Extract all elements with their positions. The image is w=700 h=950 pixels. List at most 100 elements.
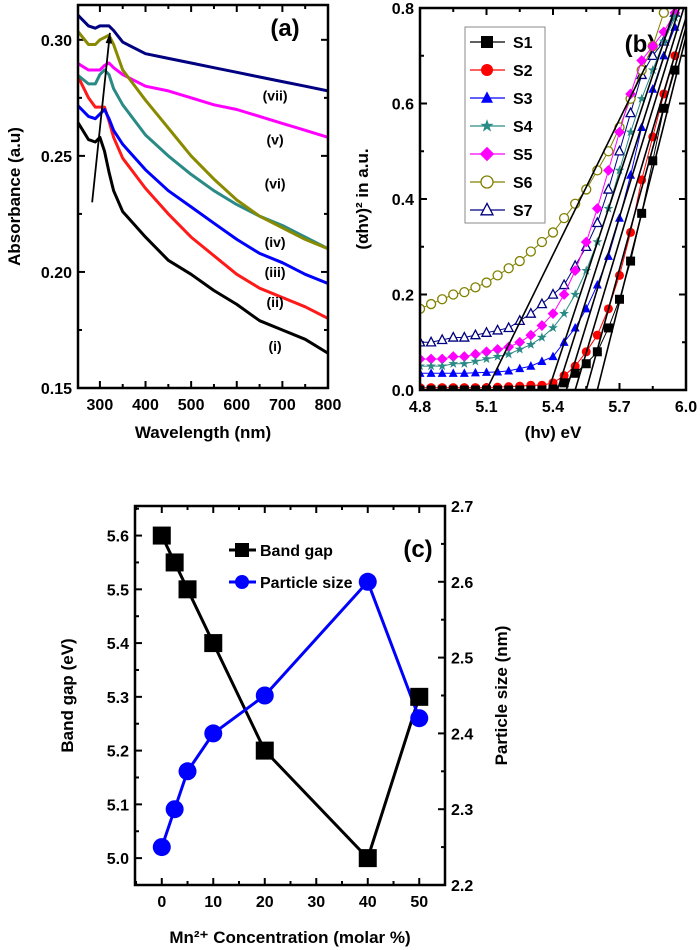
plot-frame <box>133 504 447 887</box>
fit-line <box>485 64 647 390</box>
y2-axis-label: Particle size (nm) <box>492 626 511 766</box>
data-point-S4 <box>459 358 470 368</box>
y-tick-label: 5.0 <box>107 851 129 868</box>
series-line-6 <box>78 29 328 251</box>
arrow-line <box>91 32 111 203</box>
data-point-S6 <box>459 286 470 298</box>
x-tick-label: 300 <box>87 397 114 414</box>
data-point-S6 <box>658 8 669 18</box>
data-point-band-gap <box>178 580 197 599</box>
data-point-S1 <box>459 385 469 390</box>
data-point-S3 <box>482 367 491 376</box>
y-tick-label: 0.4 <box>392 192 414 209</box>
data-point-S7 <box>613 144 626 156</box>
series-line-particle-size <box>160 578 421 848</box>
data-point-S7 <box>558 278 570 290</box>
legend: S1 S2 S3 S4 S5 S6 S7 <box>464 26 546 224</box>
data-point-S4 <box>625 127 636 137</box>
data-point-S4 <box>548 322 558 333</box>
data-point-S4 <box>614 165 625 175</box>
x-tick-label: 5.1 <box>475 399 497 416</box>
x-tick-label: 5.4 <box>542 399 564 416</box>
legend-label: Particle size <box>260 575 353 592</box>
data-point-S5 <box>492 344 503 355</box>
data-point-S5 <box>536 320 548 331</box>
fit-line <box>585 26 686 390</box>
y-tick-label: 0.2 <box>392 288 414 305</box>
data-point-S6 <box>547 227 559 238</box>
data-point-S7 <box>458 331 470 342</box>
data-point-S5 <box>569 265 581 277</box>
data-point-particle-size <box>204 724 223 743</box>
data-point-S4 <box>503 349 514 359</box>
data-point-band-gap <box>358 849 377 868</box>
data-point-S7 <box>503 321 515 333</box>
data-point-S1 <box>570 368 580 378</box>
data-point-S5 <box>425 353 437 365</box>
data-point-S5 <box>447 351 459 362</box>
legend-marker-S7 <box>479 202 495 216</box>
y-tick-label: 0.15 <box>41 381 72 398</box>
data-point-S1 <box>559 378 569 388</box>
data-point-S4 <box>636 93 647 103</box>
data-point-S1 <box>537 385 547 390</box>
data-point-band-gap <box>204 634 223 653</box>
legend-marker-S2 <box>481 64 493 76</box>
series-line-1 <box>78 120 328 355</box>
data-point-S6 <box>448 289 459 300</box>
data-point-S7 <box>647 49 659 60</box>
series-line-S7 <box>420 12 676 343</box>
series-line-3 <box>78 103 328 285</box>
data-point-S3 <box>459 368 469 377</box>
y2-tick-label: 2.4 <box>451 726 473 743</box>
plot-frame <box>76 3 330 390</box>
data-point-S3 <box>515 363 525 373</box>
legend-marker-S4 <box>480 119 494 132</box>
data-point-S1 <box>581 359 591 369</box>
series-label: (vi) <box>265 176 286 192</box>
y-tick-label: 0.8 <box>392 1 414 18</box>
x-tick-label: 700 <box>269 397 296 414</box>
series-label: (vii) <box>263 88 288 104</box>
data-point-S7 <box>591 216 603 228</box>
data-point-S4 <box>470 356 481 366</box>
x-axis-label: (hν) eV <box>525 423 582 442</box>
legend-label: S7 <box>513 203 533 220</box>
data-point-S3 <box>448 368 458 377</box>
legend-label: S5 <box>513 147 533 164</box>
x-tick-label: 5.7 <box>608 399 630 416</box>
panel-label: (c) <box>403 536 432 563</box>
y2-tick-label: 2.6 <box>451 575 473 592</box>
data-point-S7 <box>425 335 437 347</box>
series-line-2 <box>78 73 328 320</box>
data-point-S1 <box>448 385 458 390</box>
data-point-S1 <box>515 385 525 390</box>
data-point-S3 <box>548 351 558 361</box>
x-tick-label: 600 <box>223 397 250 414</box>
y-tick-label: 5.1 <box>107 797 129 814</box>
x-tick-label: 0 <box>157 894 166 911</box>
data-point-S6 <box>514 255 525 267</box>
data-point-S1 <box>504 385 514 390</box>
data-point-particle-size <box>165 800 184 819</box>
data-point-S1 <box>648 156 658 166</box>
y-axis-label: (αhν)² in a.u. <box>353 148 372 249</box>
y-tick-label: 5.6 <box>107 529 129 546</box>
data-point-particle-size <box>178 762 197 781</box>
data-point-S5 <box>481 346 492 358</box>
data-point-particle-size <box>152 838 171 857</box>
legend-box <box>464 26 546 224</box>
plot-area <box>420 8 686 390</box>
legend-label: S2 <box>513 63 533 80</box>
x-tick-label: 50 <box>410 894 428 911</box>
plot-area <box>78 13 328 355</box>
data-point-S1 <box>493 385 503 390</box>
data-point-S3 <box>470 367 480 377</box>
data-point-S1 <box>470 385 480 390</box>
data-point-S7 <box>536 297 548 309</box>
y-tick-label: 0.30 <box>41 33 72 50</box>
panel-b: 4.8 5.1 5.4 5.7 6.0 0.0 0.2 0.4 0.6 0.8 (hν) eV (αh… <box>353 1 697 442</box>
legend-marker <box>235 575 249 589</box>
y-tick-label: 0.0 <box>392 383 414 400</box>
